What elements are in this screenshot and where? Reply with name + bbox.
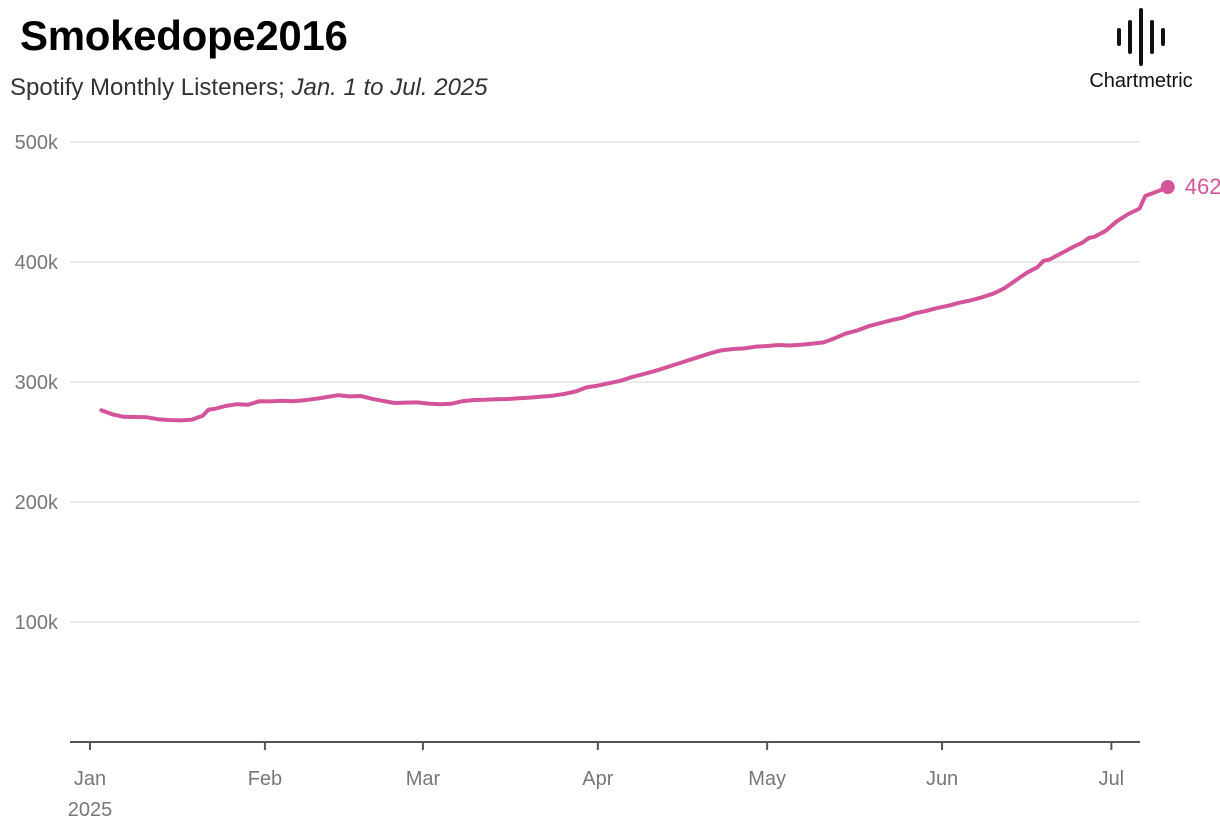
brand-logo: Chartmetric [1076,8,1206,93]
subtitle-date-range: Jan. 1 to Jul. 2025 [291,74,488,101]
x-tick-label: Feb [248,768,282,790]
y-tick-label: 200k [15,492,59,514]
brand-name: Chartmetric [1089,70,1193,92]
y-axis-ticks: 100k 200k 300k 400k 500k [15,132,59,634]
end-value-label: 462.5k [1185,174,1220,199]
end-point-marker [1160,180,1175,194]
x-tick-label: Mar [406,768,441,790]
y-tick-label: 500k [15,132,59,154]
chart-title: Smokedope2016 [20,12,348,59]
x-tick-label: Jun [926,768,958,790]
chartmetric-logo-icon [1117,8,1165,66]
y-tick-label: 300k [15,372,59,394]
y-tick-label: 400k [15,252,59,274]
chart-subtitle: Spotify Monthly Listeners; Jan. 1 to Jul… [10,74,488,102]
grid-lines [70,141,1140,623]
x-tick-label: Jul [1099,768,1125,790]
series-layer: 462.5k [99,174,1220,423]
x-tick-sublabel: 2025 [68,799,113,821]
x-tick-label: Jan [74,768,106,790]
subtitle-metric: Spotify Monthly Listeners; [10,74,292,101]
x-axis: Jan 2025 Feb Mar Apr May Jun Jul [68,741,1140,821]
x-tick-label: Apr [582,768,613,790]
series-line [99,185,1170,423]
x-tick-label: May [748,768,786,790]
y-tick-label: 100k [15,612,59,634]
